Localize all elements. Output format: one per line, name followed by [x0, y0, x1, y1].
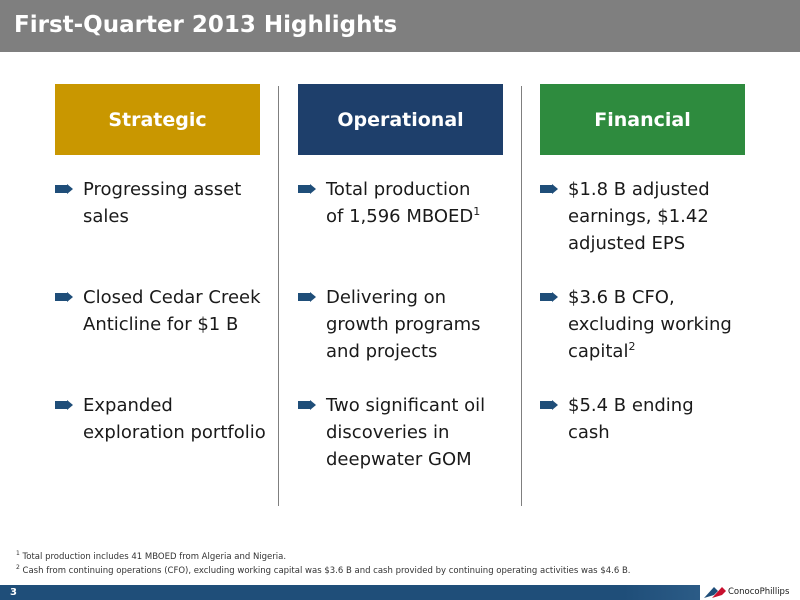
slide-title: First-Quarter 2013 Highlights [14, 12, 398, 38]
bullet-line: Closed Cedar Creek [83, 287, 261, 308]
title-bar: First-Quarter 2013 Highlights [0, 0, 800, 52]
bullet-line: earnings, $1.42 [568, 206, 709, 227]
arrow-right-icon [55, 292, 73, 302]
bullet-line: adjusted EPS [568, 233, 686, 254]
bullet-line: Progressing asset [83, 179, 242, 200]
footnotes: 1 Total production includes 41 MBOED fro… [16, 550, 630, 578]
arrow-right-icon [298, 184, 316, 194]
logo-area: ConocoPhillips [700, 585, 800, 600]
arrow-right-icon [55, 184, 73, 194]
column-header-strategic: Strategic [55, 84, 260, 155]
footnote-ref: 2 [628, 340, 636, 353]
bullet-line: and projects [326, 341, 438, 362]
column-header-operational: Operational [298, 84, 503, 155]
bullet-line: Expanded [83, 395, 173, 416]
bullet-line: Two significant oil [326, 395, 486, 416]
footer-bar: 3 [0, 585, 800, 600]
bullet-line: Delivering on [326, 287, 447, 308]
column-divider [278, 86, 279, 506]
bullet-line: Anticline for $1 B [83, 314, 239, 335]
bullet-line: $1.8 B adjusted [568, 179, 710, 200]
column-header-label: Strategic [108, 108, 207, 131]
arrow-right-icon [298, 400, 316, 410]
arrow-right-icon [540, 184, 558, 194]
conocophillips-logo-icon [704, 587, 726, 598]
bullet-line: of 1,596 MBOED [326, 206, 474, 227]
bullet-line: discoveries in [326, 422, 450, 443]
bullet-line: deepwater GOM [326, 449, 472, 470]
bullet-line: sales [83, 206, 129, 227]
bullet-line: exploration portfolio [83, 422, 266, 443]
footnote-mark: 2 [16, 564, 20, 572]
logo-text: ConocoPhillips [728, 587, 790, 597]
footnote-text: Cash from continuing operations (CFO), e… [22, 566, 631, 576]
arrow-right-icon [298, 292, 316, 302]
footnote: 1 Total production includes 41 MBOED fro… [16, 550, 630, 564]
footnote-text: Total production includes 41 MBOED from … [22, 552, 287, 562]
page-number: 3 [10, 587, 17, 598]
arrow-right-icon [55, 400, 73, 410]
bullet-line: Total production [326, 179, 471, 200]
bullet-line: capital [568, 341, 629, 362]
footnote: 2 Cash from continuing operations (CFO),… [16, 564, 630, 578]
column-divider [521, 86, 522, 506]
footnote-ref: 1 [473, 205, 481, 218]
bullet-line: $3.6 B CFO, [568, 287, 675, 308]
bullet-line: $5.4 B ending [568, 395, 694, 416]
footnote-mark: 1 [16, 550, 20, 558]
arrow-right-icon [540, 292, 558, 302]
bullet-line: growth programs [326, 314, 481, 335]
column-header-label: Operational [337, 108, 464, 131]
column-header-financial: Financial [540, 84, 745, 155]
bullet-line: excluding working [568, 314, 732, 335]
bullet-line: cash [568, 422, 610, 443]
arrow-right-icon [540, 400, 558, 410]
column-header-label: Financial [594, 108, 691, 131]
